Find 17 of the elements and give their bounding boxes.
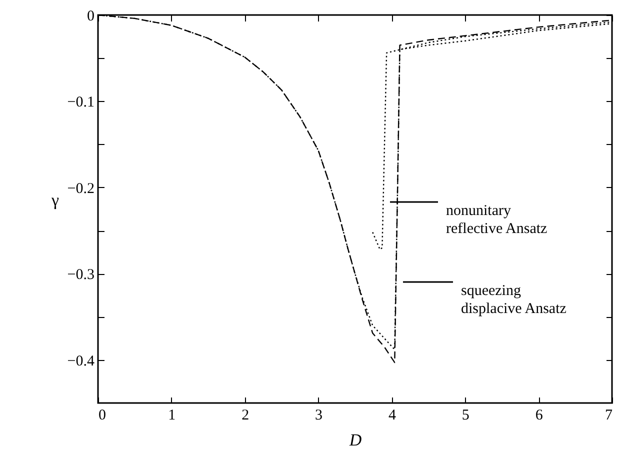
y-tick-label: 0	[87, 8, 94, 24]
x-tick-label: 2	[242, 408, 250, 424]
y-tick-label: −0.4	[67, 353, 95, 370]
y-tick-label: −0.3	[67, 267, 94, 284]
annotation: nonunitary reflective Ansatz	[446, 203, 548, 237]
y-tick-label: −0.2	[67, 180, 94, 197]
annotation: squeezing displacive Ansatz	[461, 283, 567, 317]
x-tick-label: 6	[535, 408, 544, 424]
x-tick-label: 4	[388, 408, 396, 424]
x-axis-title: D	[348, 430, 362, 450]
y-tick-label: −0.1	[67, 94, 94, 111]
x-tick-label: 1	[168, 408, 176, 424]
x-tick-label: 0	[98, 408, 106, 424]
x-tick-label: 3	[315, 408, 323, 424]
y-axis-title: γ	[50, 190, 60, 210]
x-tick-label: 5	[462, 408, 470, 424]
x-tick-label: 7	[605, 408, 613, 424]
